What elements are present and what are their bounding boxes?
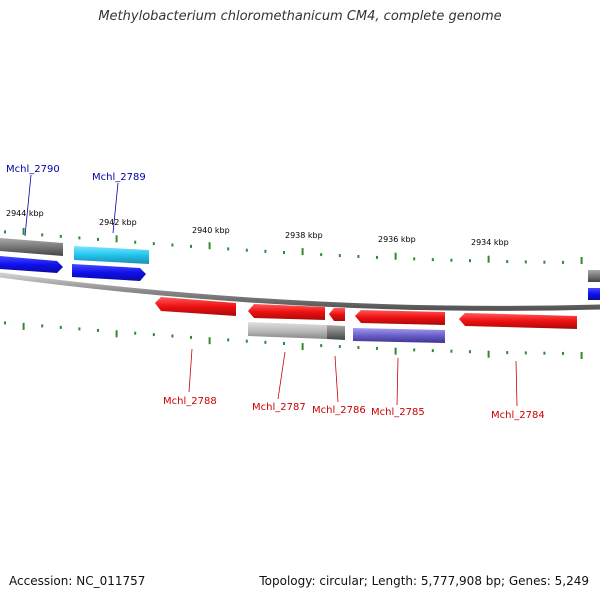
feature-dark-grey[interactable] [327, 325, 345, 340]
accession-text: Accession: NC_011757 [9, 574, 146, 588]
scale-label-2934: 2934 kbp [471, 238, 509, 247]
gene-mchl-2788-arrow[interactable] [155, 297, 236, 316]
gene-label-mchl-2790[interactable]: Mchl_2790 [6, 164, 60, 175]
gene-mchl-2785-arrow[interactable] [355, 310, 445, 325]
leader-mchl-2785 [396, 357, 399, 406]
leader-mchl-2787 [277, 351, 286, 400]
leader-mchl-2788 [188, 348, 193, 393]
gene-label-mchl-2787[interactable]: Mchl_2787 [252, 402, 306, 413]
genome-backbone [0, 272, 600, 311]
gene-mchl-2784-arrow[interactable] [459, 313, 577, 329]
gene-label-mchl-2786[interactable]: Mchl_2786 [312, 405, 366, 416]
outer-scale-ticks [4, 227, 583, 264]
gene-label-mchl-2789[interactable]: Mchl_2789 [92, 172, 146, 183]
gene-mchl-2787-arrow[interactable] [248, 304, 325, 320]
gene-label-mchl-2788[interactable]: Mchl_2788 [163, 396, 217, 407]
leader-mchl-2789 [112, 182, 119, 234]
leader-mchl-2784 [515, 360, 518, 407]
genome-title: Methylobacterium chloromethanicum CM4, c… [98, 9, 502, 24]
genome-summary-text: Topology: circular; Length: 5,777,908 bp… [259, 574, 589, 588]
scale-label-2938: 2938 kbp [285, 231, 323, 240]
scale-label-2940: 2940 kbp [192, 226, 230, 235]
gene-label-mchl-2784[interactable]: Mchl_2784 [491, 410, 545, 421]
scale-label-2942: 2942 kbp [99, 218, 137, 227]
gene-blue-forward-arrow[interactable] [72, 264, 146, 281]
gene-mchl-2789-arrow[interactable] [74, 246, 149, 264]
gene-grey-right-edge[interactable] [588, 270, 600, 282]
leader-mchl-2786 [334, 355, 339, 403]
gene-blue-right-edge[interactable] [588, 288, 600, 300]
scale-label-2936: 2936 kbp [378, 235, 416, 244]
gene-grey-top-left[interactable] [0, 238, 63, 256]
scale-label-2944: 2944 kbp [6, 209, 44, 218]
feature-purple[interactable] [353, 328, 445, 343]
feature-light-grey[interactable] [248, 322, 327, 339]
gene-mchl-2790-arrow[interactable] [0, 256, 63, 273]
gene-mchl-2786-arrow[interactable] [329, 308, 345, 321]
gene-label-mchl-2785[interactable]: Mchl_2785 [371, 407, 425, 418]
leader-mchl-2790 [24, 174, 32, 237]
inner-scale-ticks [4, 321, 583, 359]
